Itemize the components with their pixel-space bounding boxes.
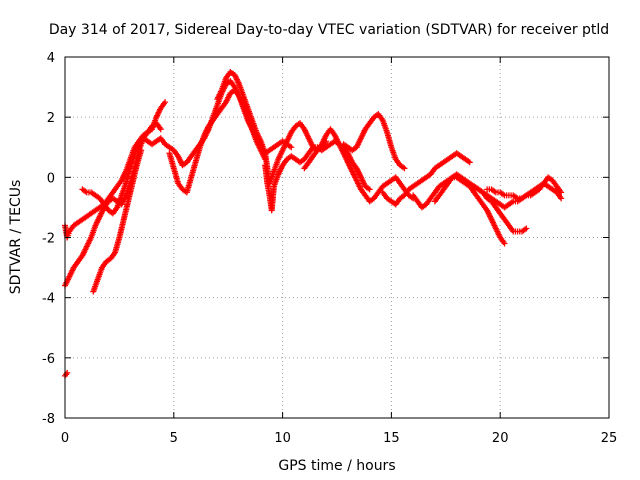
- data-point: [162, 99, 169, 106]
- y-axis-label: SDTVAR / TECUs: [8, 180, 24, 295]
- x-axis-label: GPS time / hours: [278, 458, 395, 474]
- grid-lines: [65, 57, 609, 418]
- x-tick-label: 15: [383, 431, 400, 446]
- data-point: [558, 195, 565, 202]
- data-point: [288, 144, 295, 151]
- axis-ticks: 0 5 10 15 20 25 -8 -6 -4 -2 0 2 4: [42, 51, 617, 446]
- x-tick-label: 25: [601, 431, 618, 446]
- data-point: [157, 126, 164, 133]
- y-tick-label: -4: [42, 292, 55, 307]
- x-tick-label: 5: [170, 431, 178, 446]
- data-point: [366, 186, 373, 193]
- y-tick-label: 0: [47, 171, 55, 186]
- y-tick-label: -2: [42, 232, 55, 247]
- data-point: [466, 159, 473, 166]
- x-tick-label: 0: [61, 431, 69, 446]
- data-points: [62, 69, 565, 379]
- data-point: [138, 147, 145, 154]
- x-tick-label: 10: [274, 431, 291, 446]
- data-point: [523, 225, 530, 232]
- y-tick-label: 2: [47, 111, 55, 126]
- x-tick-label: 20: [492, 431, 509, 446]
- y-tick-label: 4: [47, 51, 55, 66]
- data-point: [401, 165, 408, 172]
- data-point: [558, 189, 565, 196]
- chart-title: Day 314 of 2017, Sidereal Day-to-day VTE…: [49, 22, 609, 38]
- y-tick-label: -8: [42, 412, 55, 427]
- data-point: [501, 240, 508, 247]
- y-tick-label: -6: [42, 352, 55, 367]
